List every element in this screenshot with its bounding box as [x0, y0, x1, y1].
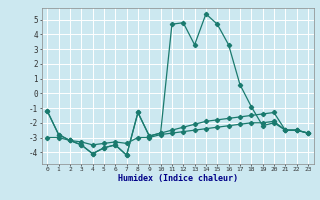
X-axis label: Humidex (Indice chaleur): Humidex (Indice chaleur) [118, 174, 237, 183]
